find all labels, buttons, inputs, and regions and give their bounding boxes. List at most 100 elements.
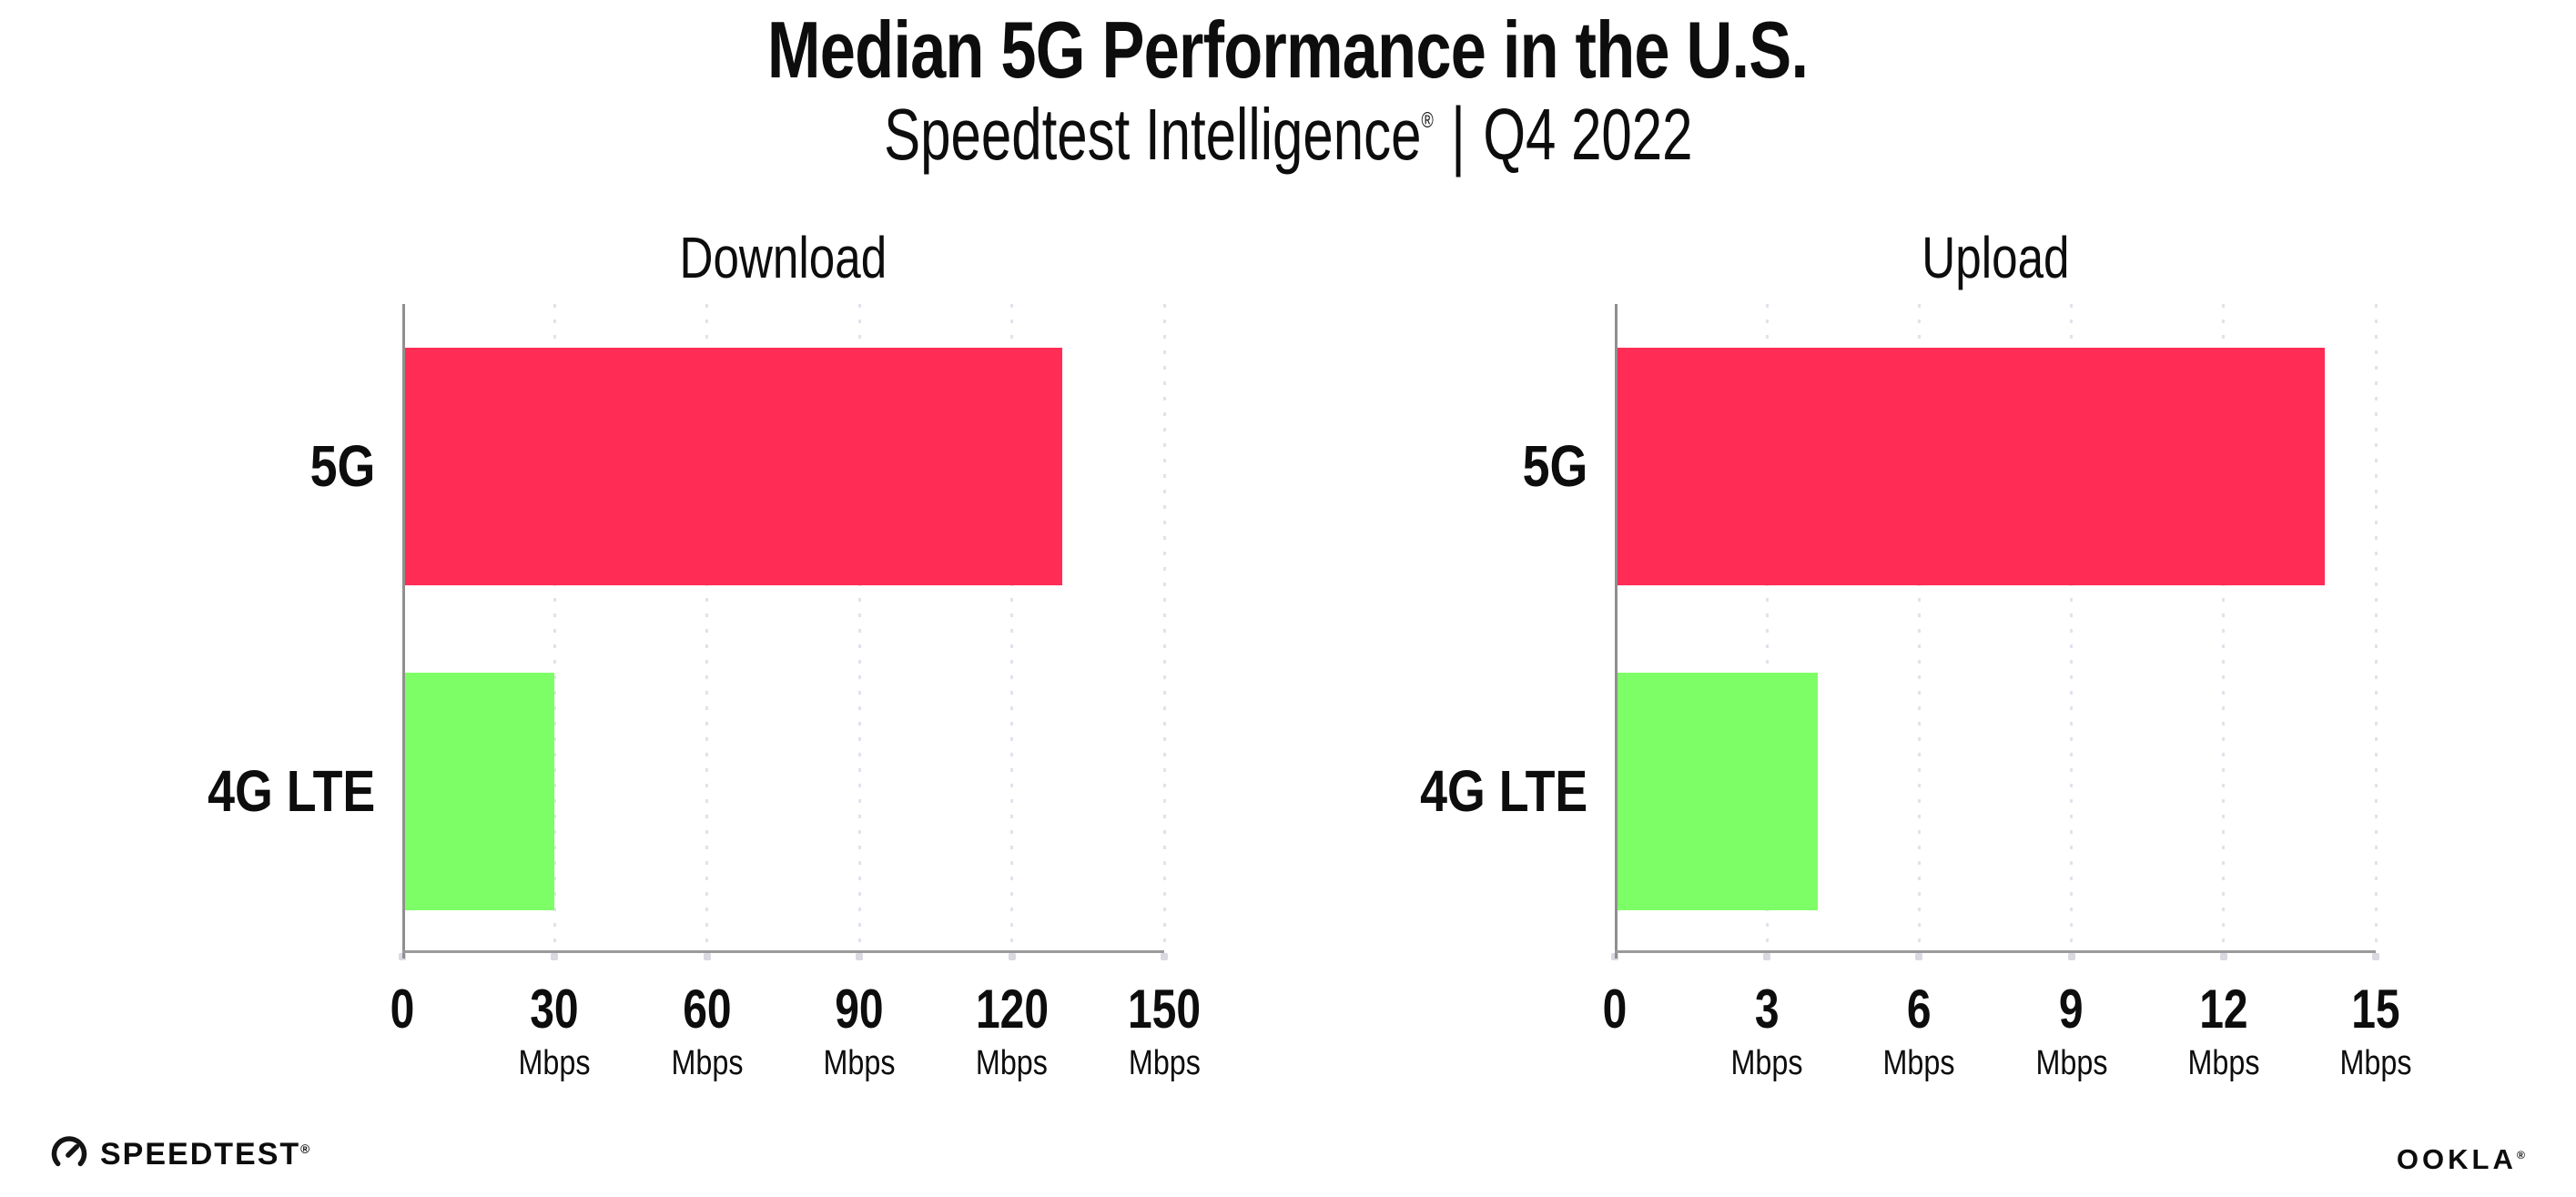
tick-value: 150 [1119, 982, 1210, 1037]
tick-value-text: 3 [1754, 979, 1780, 1040]
tick-value-text: 90 [835, 979, 884, 1040]
category-label-text: 4G LTE [1419, 758, 1587, 825]
y-axis-line [1615, 304, 1618, 959]
tick-unit-text: Mbps [2339, 1044, 2412, 1082]
tick-unit: Mbps [2181, 1046, 2266, 1080]
tick-mark [1915, 953, 1923, 960]
tick-value-text: 0 [1602, 979, 1628, 1040]
tick-value-text: 0 [390, 979, 415, 1040]
category-label-5g: 5G [1510, 437, 1587, 495]
tick-value: 6 [1877, 982, 1962, 1037]
gridline [1162, 304, 1166, 953]
bar-5g [405, 348, 1063, 586]
gridline [2070, 304, 2074, 953]
tick-mark [856, 953, 864, 960]
upload-chart-title-text: Upload [1921, 225, 2070, 290]
tick-unit: Mbps [1877, 1046, 1962, 1080]
gridline [553, 304, 556, 953]
tick-value: 90 [817, 982, 902, 1037]
download-chart-title-text: Download [679, 225, 887, 290]
tick-unit: Mbps [1725, 1046, 1810, 1080]
speedtest-registered-mark: ® [300, 1141, 310, 1156]
page-title-text: Median 5G Performance in the U.S. [767, 5, 1809, 95]
speedtest-wordmark: SPEEDTEST® [100, 1137, 309, 1172]
tick-unit: Mbps [817, 1046, 902, 1080]
tick-unit: Mbps [1119, 1046, 1210, 1080]
subtitle-separator: | [1450, 91, 1465, 178]
ookla-registered-mark: ® [2516, 1149, 2525, 1162]
tick-value: 15 [2334, 982, 2419, 1037]
upload-plot-area: 0 3 Mbps 6 Mbps 9 Mbps 12 Mbps 15 Mbps 5G 4G LTE [1420, 304, 2411, 1080]
tick-mark [1008, 953, 1016, 960]
gridline [2374, 304, 2378, 953]
category-label-text: 5G [309, 433, 375, 500]
gridline [1010, 304, 1014, 953]
registered-mark: ® [1421, 108, 1434, 134]
x-axis-line [402, 950, 1164, 953]
category-label-text: 5G [1522, 433, 1587, 500]
tick-unit-text: Mbps [671, 1044, 744, 1082]
tick-value-text: 6 [1907, 979, 1932, 1040]
page-subtitle-text: Speedtest Intelligence® | Q4 2022 [883, 91, 1693, 178]
tick-value: 0 [387, 982, 417, 1037]
tick-label: 120 Mbps [967, 979, 1058, 1082]
bar-4g-lte [1618, 672, 1818, 910]
gridline [2222, 304, 2226, 953]
tick-value: 3 [1725, 982, 1810, 1037]
tick-mark [1763, 953, 1771, 960]
upload-chart-title: Upload [1615, 224, 2376, 291]
subtitle-period: Q4 2022 [1483, 94, 1693, 175]
speedtest-gauge-icon [51, 1136, 87, 1167]
tick-value-text: 12 [2199, 979, 2248, 1040]
tick-unit-text: Mbps [1730, 1044, 1803, 1082]
speedtest-wordmark-text: SPEEDTEST [100, 1136, 301, 1172]
x-axis-line [1615, 950, 2376, 953]
tick-value-text: 60 [683, 979, 732, 1040]
category-label-4g-lte: 4G LTE [176, 762, 375, 820]
tick-value: 0 [1599, 982, 1629, 1037]
ookla-wordmark: OOKLA® [2397, 1143, 2525, 1176]
tick-unit-text: Mbps [1882, 1044, 1955, 1082]
tick-label: 0 [387, 982, 417, 1037]
tick-label: 15 Mbps [2334, 982, 2419, 1081]
gridline [857, 304, 861, 953]
tick-value-text: 15 [2351, 979, 2400, 1040]
tick-mark [2067, 953, 2075, 960]
gridline [1917, 304, 1921, 953]
tick-unit: Mbps [2029, 1046, 2114, 1080]
tick-label: 0 [1599, 982, 1629, 1037]
tick-value-text: 120 [975, 979, 1049, 1040]
tick-value: 30 [512, 982, 597, 1037]
tick-value-text: 150 [1127, 979, 1202, 1040]
tick-mark [2372, 953, 2379, 960]
tick-label: 30 Mbps [512, 982, 597, 1081]
tick-label: 9 Mbps [2029, 982, 2114, 1081]
speedtest-logo: SPEEDTEST® [49, 1134, 309, 1174]
gridline [705, 304, 709, 953]
tick-unit-text: Mbps [2035, 1044, 2108, 1082]
download-plot-area: 0 30 Mbps 60 Mbps 90 Mbps 120 Mbps 150 Mbps 5G 4G LT… [208, 304, 1201, 1080]
tick-label: 12 Mbps [2181, 982, 2266, 1081]
tick-value: 9 [2029, 982, 2114, 1037]
subtitle-brand: Speedtest Intelligence [883, 94, 1422, 175]
tick-unit: Mbps [2334, 1046, 2419, 1080]
ookla-wordmark-text: OOKLA [2396, 1143, 2517, 1175]
tick-mark [2219, 953, 2227, 960]
tick-unit-text: Mbps [823, 1044, 896, 1082]
tick-unit-text: Mbps [976, 1044, 1049, 1082]
tick-value: 12 [2181, 982, 2266, 1037]
tick-label: 3 Mbps [1725, 982, 1810, 1081]
page-subtitle: Speedtest Intelligence® | Q4 2022 [0, 91, 2576, 178]
tick-unit-text: Mbps [1128, 1044, 1201, 1082]
tick-value: 60 [664, 982, 749, 1037]
gridline [1765, 304, 1769, 953]
tick-label: 60 Mbps [664, 982, 749, 1082]
tick-unit: Mbps [512, 1046, 597, 1080]
category-label-5g: 5G [298, 437, 375, 495]
tick-label: 90 Mbps [817, 982, 902, 1081]
page-title: Median 5G Performance in the U.S. [0, 4, 2576, 96]
tick-mark [703, 953, 711, 960]
tick-unit-text: Mbps [2187, 1044, 2260, 1082]
tick-label: 150 Mbps [1119, 982, 1210, 1081]
